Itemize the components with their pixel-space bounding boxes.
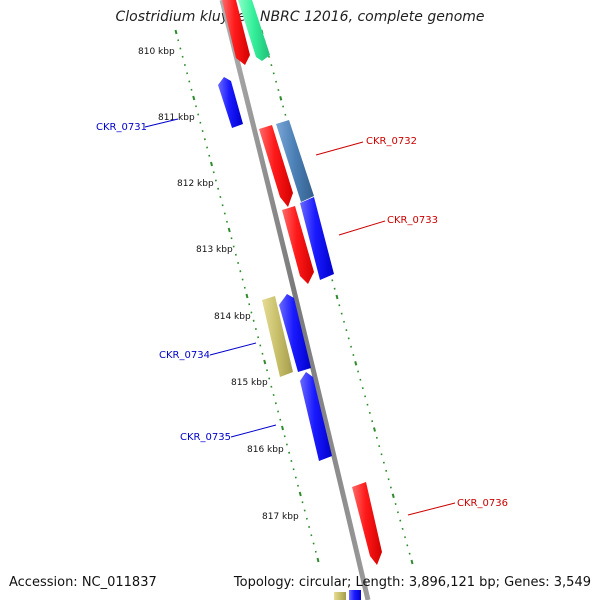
gene-arrow-ckr-0735[interactable] <box>300 372 332 461</box>
minor-tick <box>338 304 341 307</box>
gene-arrow-red-3[interactable] <box>282 206 314 284</box>
gene-arrow-bottom-khaki[interactable] <box>334 592 346 600</box>
gene-label-text[interactable]: CKR_0733 <box>387 215 438 226</box>
gene-label-text[interactable]: CKR_0735 <box>180 432 231 443</box>
tick-label: 813 kbp <box>196 245 233 255</box>
tick-labels: 810 kbp 811 kbp 812 kbp 813 kbp 814 kbp … <box>138 47 299 522</box>
major-tick <box>279 96 283 101</box>
tick-label: 810 kbp <box>138 47 175 57</box>
map-title: Clostridium kluyveri NBRC 12016, complet… <box>115 9 485 25</box>
major-tick <box>335 294 339 300</box>
minor-tick <box>217 187 220 190</box>
major-tick <box>210 161 213 167</box>
gene-label-ckr-0736[interactable]: CKR_0736 <box>407 498 508 516</box>
major-tick <box>316 557 320 563</box>
major-tick <box>174 29 178 35</box>
minor-tick <box>181 55 184 58</box>
gene-label-ckr-0734[interactable]: CKR_0734 <box>159 342 257 361</box>
minor-tick <box>252 319 255 322</box>
major-tick <box>263 359 267 365</box>
major-tick <box>373 427 376 432</box>
accession-text: Accession: NC_011837 <box>9 575 157 590</box>
major-tick <box>410 559 414 565</box>
gene-arrow-teal[interactable] <box>238 0 270 61</box>
gene-arrow-red-2[interactable] <box>259 125 293 207</box>
minor-tick <box>203 138 206 141</box>
tick-label: 812 kbp <box>177 179 214 189</box>
minor-tick <box>375 436 378 439</box>
tick-label: 816 kbp <box>247 445 284 455</box>
minor-tick <box>288 451 291 454</box>
gene-arrow-ckr-0732[interactable] <box>276 120 314 202</box>
gene-label-text[interactable]: CKR_0732 <box>366 136 417 147</box>
gene-arrow-ckr-0736[interactable] <box>352 482 382 565</box>
gene-label-text[interactable]: CKR_0736 <box>457 498 508 509</box>
major-tick <box>298 491 302 497</box>
minor-tick <box>408 552 411 555</box>
gene-arrow-blue-2[interactable] <box>279 294 311 372</box>
gene-features <box>218 0 382 600</box>
tick-label: 811 kbp <box>158 113 195 123</box>
gene-arrow-bottom-blue[interactable] <box>349 590 361 600</box>
major-tick <box>391 493 395 499</box>
minor-tick <box>371 420 374 423</box>
gene-label-ckr-0733[interactable]: CKR_0733 <box>338 215 438 236</box>
tick-label: 814 kbp <box>214 312 251 322</box>
genome-backbone <box>219 0 371 600</box>
minor-tick <box>310 534 313 537</box>
gene-label-ckr-0732[interactable]: CKR_0732 <box>315 136 417 156</box>
minor-tick <box>239 270 242 273</box>
major-tick <box>245 293 249 299</box>
major-tick <box>281 425 284 431</box>
gene-arrow-red[interactable] <box>222 0 250 65</box>
gene-arrow-ckr-0733[interactable] <box>300 197 334 280</box>
major-tick <box>227 227 231 233</box>
major-tick <box>354 361 358 366</box>
minor-tick <box>333 287 336 290</box>
gene-arrow-ckr-0734[interactable] <box>262 296 293 377</box>
gene-label-ckr-0731[interactable]: CKR_0731 <box>96 118 179 133</box>
gene-label-text[interactable]: CKR_0731 <box>96 122 147 133</box>
genome-summary-text: Topology: circular; Length: 3,896,121 bp… <box>233 575 591 590</box>
tick-label: 817 kbp <box>262 512 299 522</box>
minor-tick <box>274 402 277 405</box>
major-tick <box>192 95 196 101</box>
gene-label-text[interactable]: CKR_0734 <box>159 350 210 361</box>
tick-label: 815 kbp <box>231 378 268 388</box>
gene-label-ckr-0735[interactable]: CKR_0735 <box>180 424 277 443</box>
gene-arrow-ckr-0731[interactable] <box>218 77 243 128</box>
